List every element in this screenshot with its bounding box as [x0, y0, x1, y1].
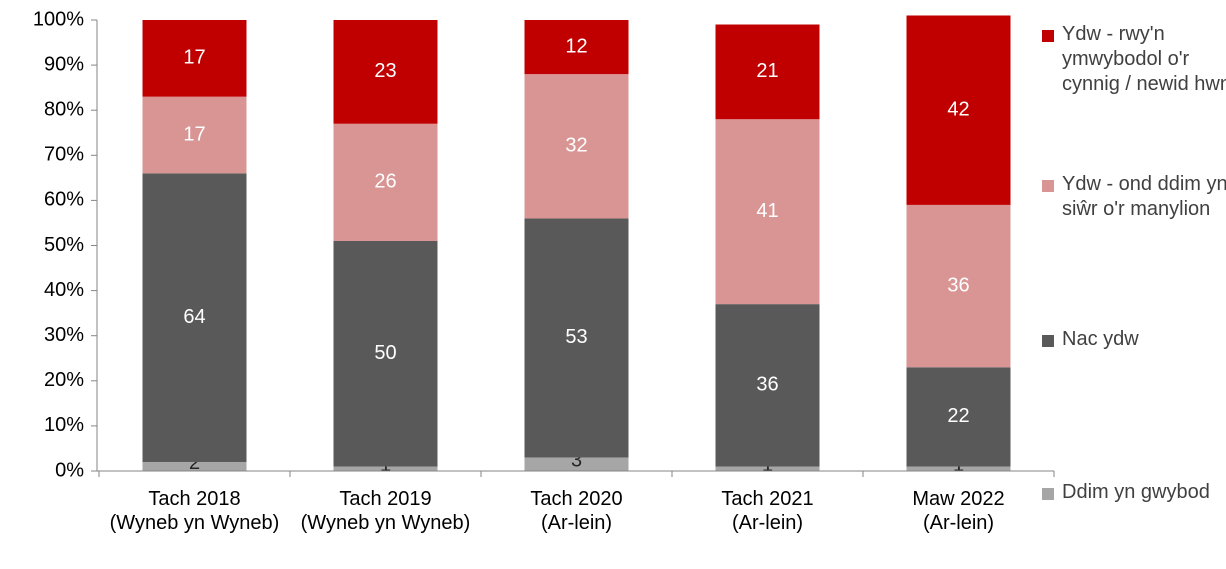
legend-label: Nac ydw [1062, 328, 1139, 350]
data-label: 53 [565, 326, 587, 348]
bar-segment [333, 466, 438, 471]
bar-segment [142, 20, 247, 97]
bar-segment [715, 466, 820, 471]
bar-segment [333, 20, 438, 124]
data-label: 23 [374, 60, 396, 82]
y-tick-label: 80% [44, 98, 84, 120]
data-label: 26 [374, 171, 396, 193]
data-label: 12 [565, 35, 587, 57]
y-tick-label: 20% [44, 369, 84, 391]
legend-label: Ddim yn gwybod [1062, 481, 1210, 503]
data-label: 32 [565, 135, 587, 157]
data-label: 50 [374, 342, 396, 364]
data-label: 41 [756, 200, 778, 222]
data-label: 42 [947, 98, 969, 120]
bar-segment [715, 119, 820, 305]
data-label: 36 [756, 374, 778, 396]
bar-segment [906, 204, 1011, 368]
y-tick-label: 100% [33, 8, 84, 30]
data-label: 17 [183, 47, 205, 69]
y-tick-label: 70% [44, 144, 84, 166]
bar-segment [906, 15, 1011, 205]
y-tick-label: 10% [44, 414, 84, 436]
y-tick-label: 30% [44, 324, 84, 346]
data-label: 22 [947, 405, 969, 427]
bar-segment [715, 304, 820, 467]
y-tick-label: 0% [55, 459, 84, 481]
data-label: 64 [183, 306, 205, 328]
data-label: 2 [189, 452, 200, 474]
data-label: 17 [183, 123, 205, 145]
y-tick-label: 40% [44, 279, 84, 301]
bar-segment [715, 24, 820, 120]
y-tick-label: 50% [44, 234, 84, 256]
bar-segment [906, 466, 1011, 471]
y-tick-label: 90% [44, 53, 84, 75]
legend-label: Ydw - rwy'n ymwybodol o'r cynnig / newid… [1062, 23, 1226, 95]
bar-segment [142, 461, 247, 471]
y-tick-label: 60% [44, 189, 84, 211]
x-tick-label: Tach 2020 (Ar-lein) [530, 488, 623, 534]
bar-segment [524, 457, 629, 471]
bar-segment [333, 240, 438, 467]
x-tick-label: Tach 2018 (Wyneb yn Wyneb) [109, 488, 280, 534]
bar-segment [333, 123, 438, 241]
legend-label: Ydw - ond ddim yn siŵr o'r manylion [1062, 173, 1226, 220]
bar-segment [524, 218, 629, 458]
bar-segment [142, 96, 247, 174]
legend-swatch [1042, 30, 1054, 42]
data-label: 21 [756, 60, 778, 82]
bar-segment [906, 367, 1011, 467]
legend-swatch [1042, 335, 1054, 347]
legend-swatch [1042, 488, 1054, 500]
bar-segment [524, 20, 629, 75]
x-tick-label: Maw 2022 (Ar-lein) [912, 488, 1005, 534]
data-label: 36 [947, 274, 969, 296]
bar-segment [524, 74, 629, 219]
x-tick-label: Tach 2021 (Ar-lein) [721, 488, 814, 534]
legend-swatch [1042, 180, 1054, 192]
x-tick-label: Tach 2019 (Wyneb yn Wyneb) [300, 488, 471, 534]
data-label: 3 [571, 450, 582, 472]
bar-segment [142, 173, 247, 462]
